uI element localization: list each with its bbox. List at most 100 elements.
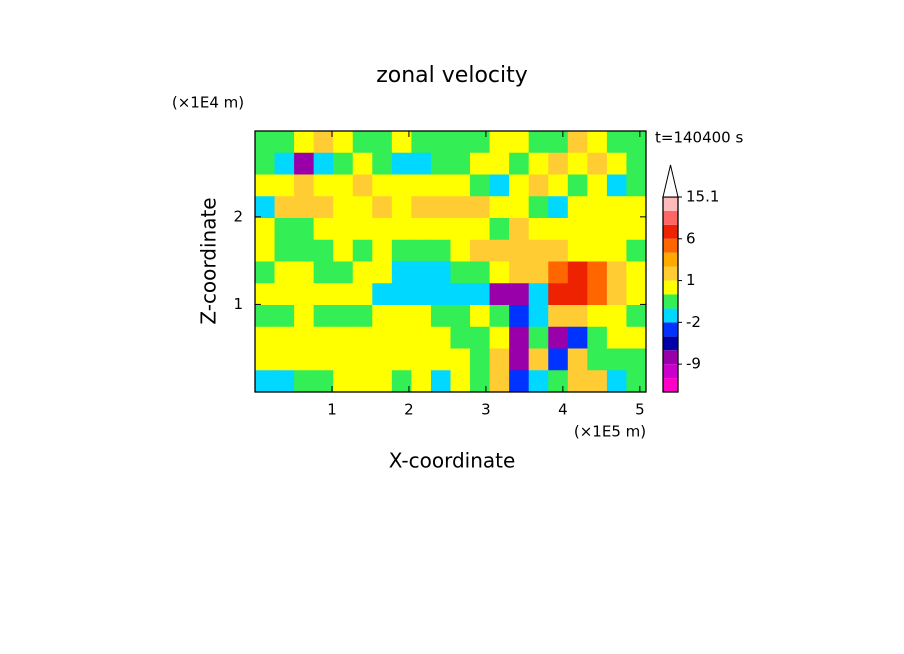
colorbar-tick-label: 15.1 — [686, 188, 719, 206]
contour-cell — [411, 239, 432, 262]
colorbar-tick-label: 6 — [686, 229, 696, 247]
contour-cell — [430, 326, 451, 349]
contour-cell — [313, 174, 334, 197]
contour-cell — [470, 196, 491, 219]
contour-cell — [470, 131, 491, 154]
contour-cell — [255, 239, 276, 262]
contour-cell — [352, 261, 373, 284]
colorbar-extension — [662, 164, 679, 198]
y-tick-label: 2 — [233, 207, 243, 225]
chart-title: zonal velocity — [376, 63, 528, 88]
contour-cell — [274, 283, 295, 306]
contour-cell — [411, 370, 432, 393]
contour-cell — [528, 261, 549, 284]
contour-cell — [470, 348, 491, 371]
contour-cell — [509, 174, 530, 197]
contour-cell — [450, 152, 471, 175]
contour-cell — [567, 348, 588, 371]
contour-cell — [567, 261, 588, 284]
contour-cell — [548, 152, 569, 175]
contour-cell — [509, 348, 530, 371]
contour-cell — [333, 283, 354, 306]
contour-cell — [528, 283, 549, 306]
contour-cell — [430, 239, 451, 262]
contour-cell — [450, 305, 471, 328]
contour-cell — [411, 131, 432, 154]
contour-cell — [274, 326, 295, 349]
contour-cell — [313, 370, 334, 393]
contour-cell — [430, 370, 451, 393]
x-tick-label: 3 — [481, 401, 491, 419]
contour-cell — [411, 326, 432, 349]
contour-cell — [352, 152, 373, 175]
contour-cell — [294, 196, 315, 219]
contour-cell — [255, 218, 276, 241]
contour-cell — [352, 283, 373, 306]
y-tick-label: 1 — [233, 295, 243, 313]
contour-cell — [391, 152, 412, 175]
contour-cell — [548, 239, 569, 262]
contour-cell — [313, 196, 334, 219]
contour-cell — [450, 196, 471, 219]
contour-cell — [470, 174, 491, 197]
contour-cell — [391, 261, 412, 284]
contour-cell — [587, 174, 608, 197]
contour-cell — [391, 131, 412, 154]
contour-cell — [352, 174, 373, 197]
contour-cell — [333, 196, 354, 219]
colorbar-segment — [663, 224, 678, 239]
contour-cell — [391, 370, 412, 393]
contour-cell — [274, 174, 295, 197]
contour-cell — [372, 305, 393, 328]
contour-cell — [274, 196, 295, 219]
contour-cell — [509, 261, 530, 284]
contour-cell — [430, 152, 451, 175]
contour-cell — [626, 348, 647, 371]
contour-cell — [587, 196, 608, 219]
contour-cell — [333, 348, 354, 371]
contour-cell — [255, 152, 276, 175]
contour-cell — [587, 348, 608, 371]
contour-cell — [430, 348, 451, 371]
contour-cell — [274, 152, 295, 175]
contour-cell — [372, 152, 393, 175]
contour-cell — [606, 239, 627, 262]
contour-cell — [489, 174, 510, 197]
contour-cell — [372, 218, 393, 241]
colorbar-segment — [663, 266, 678, 281]
contour-cell — [489, 370, 510, 393]
contour-cell — [313, 239, 334, 262]
contour-cell — [567, 131, 588, 154]
contour-cell — [411, 152, 432, 175]
y-scale-label: (×1E4 m) — [172, 94, 244, 112]
contour-cell — [509, 326, 530, 349]
contour-cell — [255, 326, 276, 349]
contour-cell — [470, 370, 491, 393]
contour-cell — [333, 218, 354, 241]
contour-cell — [294, 305, 315, 328]
contour-cell — [567, 196, 588, 219]
contour-cell — [411, 261, 432, 284]
contour-cell — [470, 326, 491, 349]
contour-cell — [489, 196, 510, 219]
colorbar-segment — [663, 364, 678, 379]
contour-cell — [411, 305, 432, 328]
contour-cell — [528, 348, 549, 371]
contour-cell — [450, 218, 471, 241]
contour-cell — [587, 152, 608, 175]
colorbar-segment — [663, 294, 678, 309]
contour-cell — [294, 131, 315, 154]
contour-cell — [626, 239, 647, 262]
contour-cell — [509, 370, 530, 393]
contour-cell — [587, 283, 608, 306]
contour-cell — [548, 196, 569, 219]
contour-cell — [626, 283, 647, 306]
contour-cell — [391, 218, 412, 241]
contour-cell — [450, 348, 471, 371]
contour-cell — [626, 196, 647, 219]
contour-cell — [255, 305, 276, 328]
contour-cell — [567, 283, 588, 306]
contour-cell — [411, 196, 432, 219]
contour-cell — [606, 283, 627, 306]
